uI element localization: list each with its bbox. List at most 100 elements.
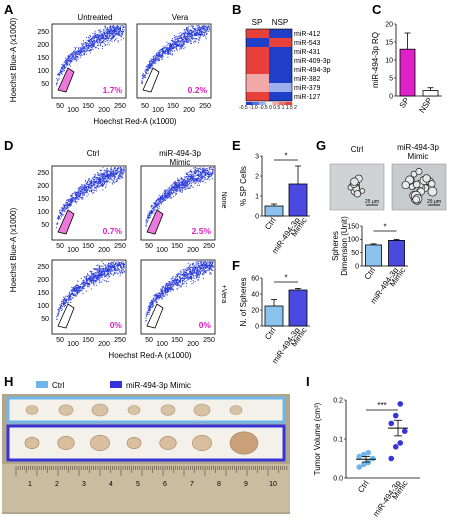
event-dot xyxy=(154,59,156,60)
event-dot xyxy=(106,268,108,270)
event-dot xyxy=(69,65,71,67)
event-dot xyxy=(155,294,157,296)
event-dot xyxy=(109,266,111,268)
y-tick: 50 xyxy=(41,81,49,88)
event-dot xyxy=(200,261,202,263)
event-dot xyxy=(172,279,174,281)
event-dot xyxy=(119,29,121,31)
event-dot xyxy=(159,201,160,202)
event-dot xyxy=(152,301,154,303)
event-dot xyxy=(122,172,124,174)
event-dot xyxy=(185,277,187,279)
event-dot xyxy=(115,38,117,40)
event-dot xyxy=(166,51,168,53)
event-dot xyxy=(166,189,168,191)
event-dot xyxy=(165,196,166,198)
event-dot xyxy=(150,62,152,64)
event-dot xyxy=(115,263,117,265)
event-dot xyxy=(176,279,178,280)
event-dot xyxy=(105,268,107,270)
event-dot xyxy=(202,28,204,30)
event-dot xyxy=(142,81,143,83)
event-dot xyxy=(104,187,106,189)
event-dot xyxy=(81,46,83,48)
event-dot xyxy=(172,38,174,40)
y-tick-label: 20 xyxy=(385,21,393,28)
event-dot xyxy=(198,38,200,40)
event-dot xyxy=(163,285,165,287)
event-dot xyxy=(141,82,143,84)
event-dot xyxy=(116,34,118,36)
event-dot xyxy=(104,171,106,173)
event-dot xyxy=(122,271,124,273)
event-dot xyxy=(65,300,67,302)
event-dot xyxy=(197,263,199,265)
event-dot xyxy=(162,54,164,56)
event-dot xyxy=(169,196,171,198)
event-dot xyxy=(122,31,123,33)
event-dot xyxy=(91,184,93,186)
event-dot xyxy=(162,198,164,200)
event-dot xyxy=(178,179,180,181)
event-dot xyxy=(100,33,102,35)
event-dot xyxy=(165,282,167,284)
event-dot xyxy=(201,267,203,269)
event-dot xyxy=(59,212,61,214)
event-dot xyxy=(163,46,165,48)
event-dot xyxy=(75,55,77,57)
event-dot xyxy=(198,270,200,272)
event-dot xyxy=(110,262,112,264)
event-dot xyxy=(102,38,104,40)
x-tick: 250 xyxy=(199,103,211,110)
event-dot xyxy=(123,270,125,272)
event-dot xyxy=(80,47,82,49)
event-dot xyxy=(88,44,90,46)
event-dot xyxy=(97,183,99,185)
event-dot xyxy=(201,268,203,270)
event-dot xyxy=(110,27,111,29)
event-dot xyxy=(114,33,116,35)
event-dot xyxy=(169,194,170,195)
event-dot xyxy=(200,30,202,32)
event-dot xyxy=(170,194,172,196)
event-dot xyxy=(90,45,92,46)
event-dot xyxy=(87,284,89,285)
event-dot xyxy=(107,31,109,33)
event-dot xyxy=(106,183,108,185)
event-dot xyxy=(205,170,206,171)
event-dot xyxy=(148,68,150,69)
event-dot xyxy=(181,182,183,184)
event-dot xyxy=(64,297,66,299)
event-dot xyxy=(92,37,94,39)
event-dot xyxy=(203,31,205,33)
event-dot xyxy=(84,47,86,49)
event-dot xyxy=(178,190,180,192)
event-dot xyxy=(120,25,122,27)
event-dot xyxy=(205,33,207,35)
event-dot xyxy=(106,169,108,170)
event-dot xyxy=(212,178,213,180)
event-dot xyxy=(97,39,99,41)
event-dot xyxy=(91,274,93,276)
event-dot xyxy=(75,60,77,62)
event-dot xyxy=(175,185,176,187)
event-dot xyxy=(189,32,191,34)
event-dot xyxy=(175,192,177,194)
event-dot xyxy=(90,278,92,280)
event-dot xyxy=(206,266,208,267)
event-dot xyxy=(156,300,157,302)
event-dot xyxy=(67,59,69,61)
event-dot xyxy=(91,276,93,278)
event-dot xyxy=(185,268,187,270)
event-dot xyxy=(186,272,188,274)
event-dot xyxy=(111,264,113,266)
event-dot xyxy=(94,182,96,184)
event-dot xyxy=(73,289,75,291)
event-dot xyxy=(80,51,82,53)
event-dot xyxy=(61,303,63,305)
event-dot xyxy=(117,180,118,182)
event-dot xyxy=(168,281,170,282)
event-dot xyxy=(70,60,72,62)
event-dot xyxy=(178,35,180,37)
